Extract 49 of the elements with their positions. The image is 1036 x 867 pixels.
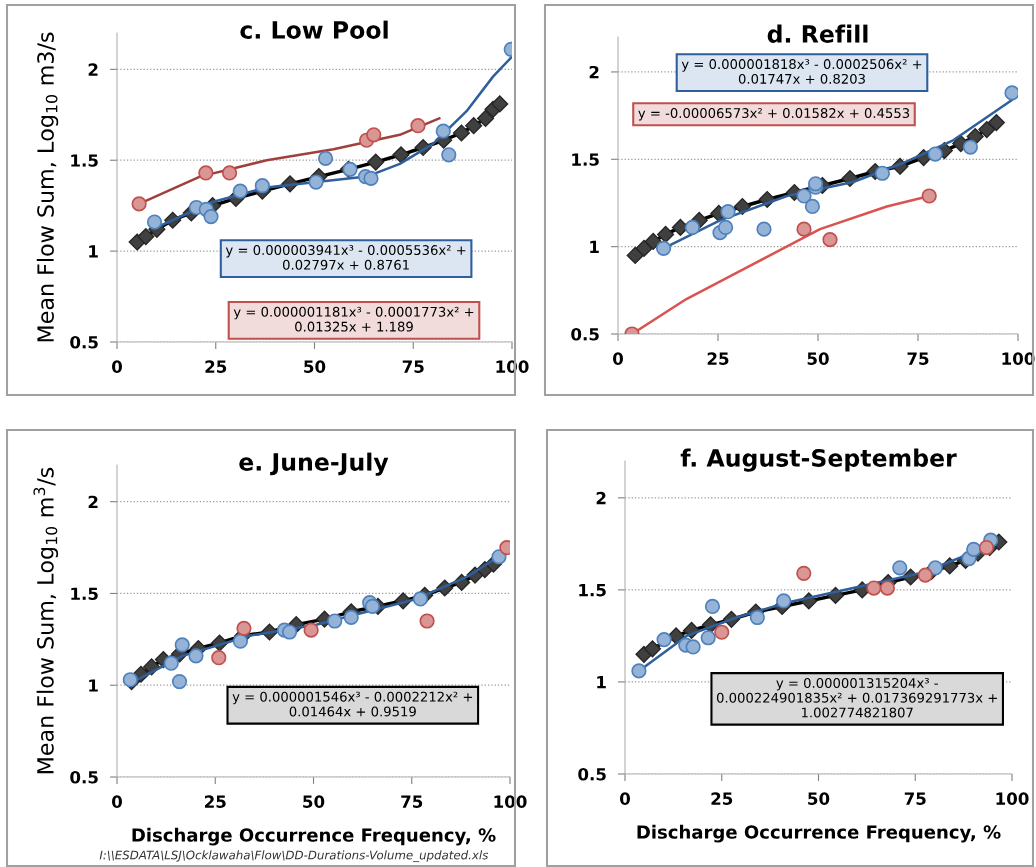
y-axis-title: Mean Flow Sum, Log$_{10}$ m$^{3}$/s <box>33 467 59 774</box>
x-axis-title: Discharge Occurrence Frequency, % <box>132 827 496 846</box>
y-tick-label: 2 <box>596 491 606 505</box>
y-tick-label: 0.5 <box>578 767 606 781</box>
y-tick-label: 1 <box>89 245 98 258</box>
text: I:\\ESDATA\LSJ\Ocklawaha\Flow\DD-Durations-Volume_updated.xls <box>99 850 489 863</box>
annotation: y = 0.000001546x³ - 0.0002212x² + 0.01464x + 0.9519 <box>232 691 473 717</box>
x-tick-label: 75 <box>402 360 424 373</box>
x-axis-title: Discharge Occurrence Frequency, % <box>637 824 1001 843</box>
x-tick-label: 25 <box>707 352 729 365</box>
y-tick-label: 1.5 <box>71 154 98 167</box>
annotation: y = 0.000001315204x³ - 0.000224901835x² + 0.017369291773x + 1.002774821807 <box>716 677 997 718</box>
x-tick-label: 100 <box>996 792 1029 805</box>
chart-title: f. August-September <box>680 448 957 472</box>
annotation: y = 0.000003941x³ - 0.0005536x² + 0.02797x + 0.8761 <box>225 245 466 270</box>
chart-title: c. Low Pool <box>240 20 388 39</box>
y-tick-label: 1 <box>590 240 599 253</box>
y-tick-label: 1 <box>89 679 98 692</box>
x-tick-label: 0 <box>620 792 630 805</box>
x-tick-label: 0 <box>112 795 122 808</box>
annotation: y = 0.000001818x³ - 0.0002506x² + 0.01747x + 0.8203 <box>681 59 922 84</box>
x-tick-label: 75 <box>907 352 929 365</box>
chart-title: d. Refill <box>767 24 868 43</box>
y-tick-label: 0.5 <box>571 327 599 341</box>
y-tick-label: 1.5 <box>572 153 599 166</box>
y-tick-label: 1.5 <box>71 587 98 601</box>
y-axis-title: Mean Flow Sum, Log$_{10}$ m3/s <box>36 32 59 342</box>
y-tick-label: 2 <box>589 65 599 79</box>
x-tick-label: 100 <box>494 795 527 808</box>
x-tick-label: 25 <box>711 792 733 805</box>
x-tick-label: 50 <box>807 352 829 365</box>
y-tick-label: 0.5 <box>70 770 98 784</box>
x-tick-label: 50 <box>303 795 325 808</box>
x-tick-label: 50 <box>808 792 830 805</box>
x-tick-label: 50 <box>304 360 326 373</box>
y-tick-label: 1 <box>597 676 606 689</box>
x-tick-label: 25 <box>204 795 226 808</box>
annotation: y = 0.000001181x³ - 0.0001773x² + 0.01325x + 1.189 <box>233 306 474 332</box>
x-tick-label: 25 <box>205 360 227 373</box>
x-tick-label: 0 <box>112 360 122 373</box>
y-tick-label: 1.5 <box>579 584 606 597</box>
y-tick-label: 2 <box>88 495 98 509</box>
y-tick-label: 0.5 <box>70 335 98 349</box>
x-tick-label: 0 <box>613 352 623 365</box>
x-tick-label: 75 <box>904 792 926 805</box>
y-tick-label: 2 <box>88 63 98 76</box>
x-tick-label: 75 <box>401 795 423 808</box>
annotation: y = -0.00006573x² + 0.01582x + 0.4553 <box>638 108 910 121</box>
chart-title: e. June-July <box>239 452 389 476</box>
